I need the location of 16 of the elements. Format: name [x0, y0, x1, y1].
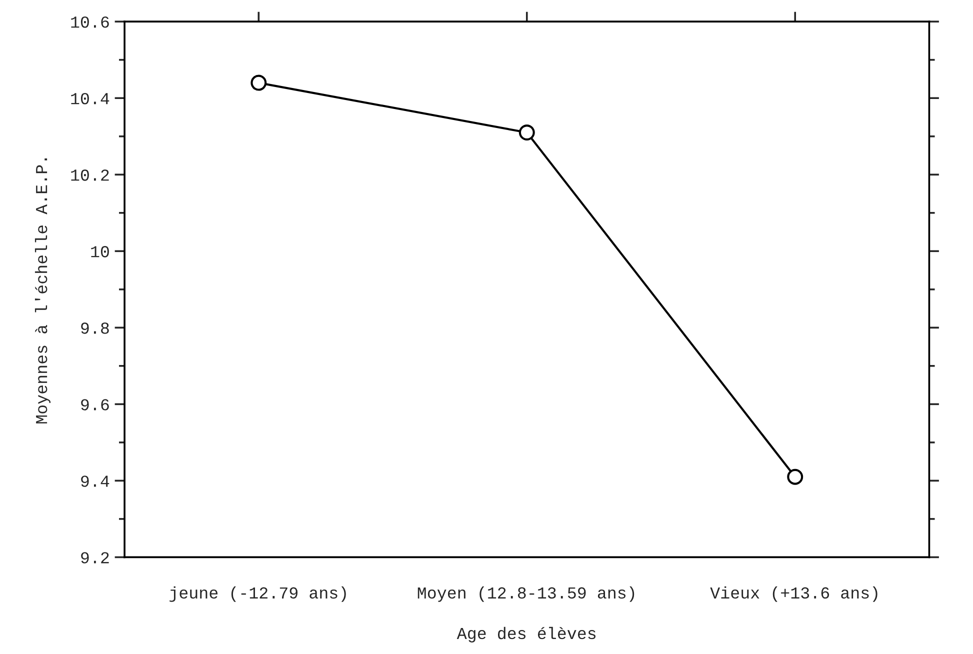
y-tick-label: 10: [91, 246, 109, 258]
x-axis-title: Age des élèves: [456, 626, 596, 642]
x-tick-label: Vieux (+13.6 ans): [710, 586, 878, 602]
x-tick-label: jeune (-12.79 ans): [170, 586, 346, 602]
y-tick-label: 10.6: [71, 16, 109, 28]
point: [787, 468, 804, 485]
y-tick-label: 10.4: [71, 92, 110, 104]
y-tick-label: 10.2: [71, 170, 109, 181]
x-tick-label: Moyen (12.8-13.59 ans): [418, 586, 634, 602]
y-tick-label: 9.4: [81, 476, 110, 487]
y-tick-label: 9.2: [81, 552, 109, 564]
point: [518, 124, 535, 141]
point: [250, 74, 267, 91]
y-tick-label: 9.6: [81, 399, 109, 410]
y-axis-title: Moyennes à l'échelle A.E.P.: [34, 158, 51, 424]
y-tick-label: 9.8: [81, 322, 109, 334]
